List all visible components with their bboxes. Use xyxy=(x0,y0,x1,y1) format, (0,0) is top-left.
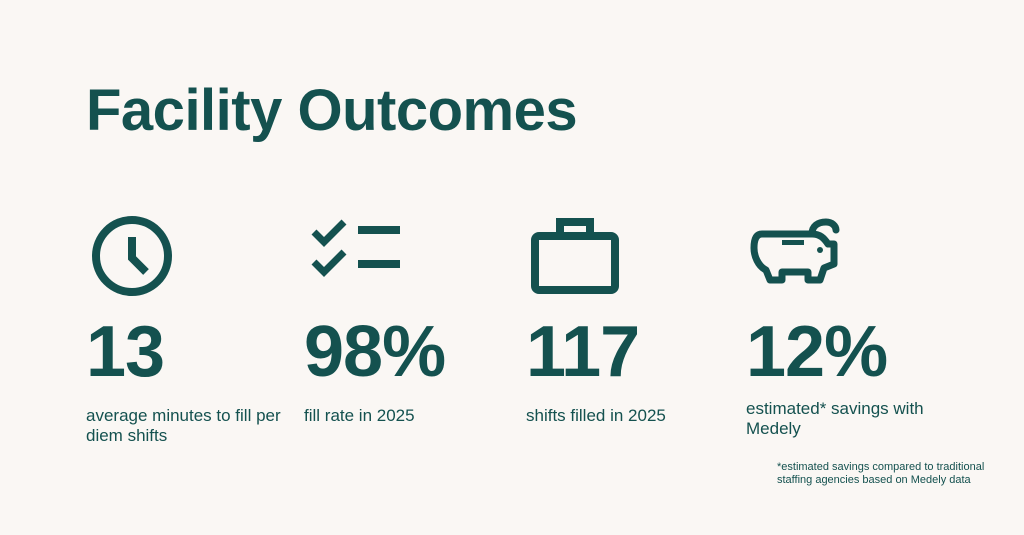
stat-value: 98% xyxy=(304,312,446,392)
piggy-bank-icon xyxy=(746,210,966,296)
stat-label: estimated* savings with Medely xyxy=(746,399,924,438)
stat-label: shifts filled in 2025 xyxy=(526,406,666,425)
stat-label: fill rate in 2025 xyxy=(304,406,415,425)
stat-value: 13 xyxy=(86,312,165,392)
checklist-icon xyxy=(304,210,524,296)
stat-value: 117 xyxy=(526,312,640,392)
stat-fill-rate: 98% fill rate in 2025 xyxy=(304,210,524,425)
stat-estimated-savings: 12% estimated* savings with Medely xyxy=(746,210,966,438)
stat-average-minutes: 13 average minutes to fill per diem shif… xyxy=(86,210,306,445)
briefcase-icon xyxy=(526,210,746,296)
page-title: Facility Outcomes xyxy=(86,78,578,143)
stat-label: average minutes to fill per diem shifts xyxy=(86,406,281,445)
stat-shifts-filled: 117 shifts filled in 2025 xyxy=(526,210,746,425)
clock-icon xyxy=(86,210,306,296)
footnote: *estimated savings compared to tradition… xyxy=(777,461,985,486)
stat-value: 12% xyxy=(746,312,888,392)
